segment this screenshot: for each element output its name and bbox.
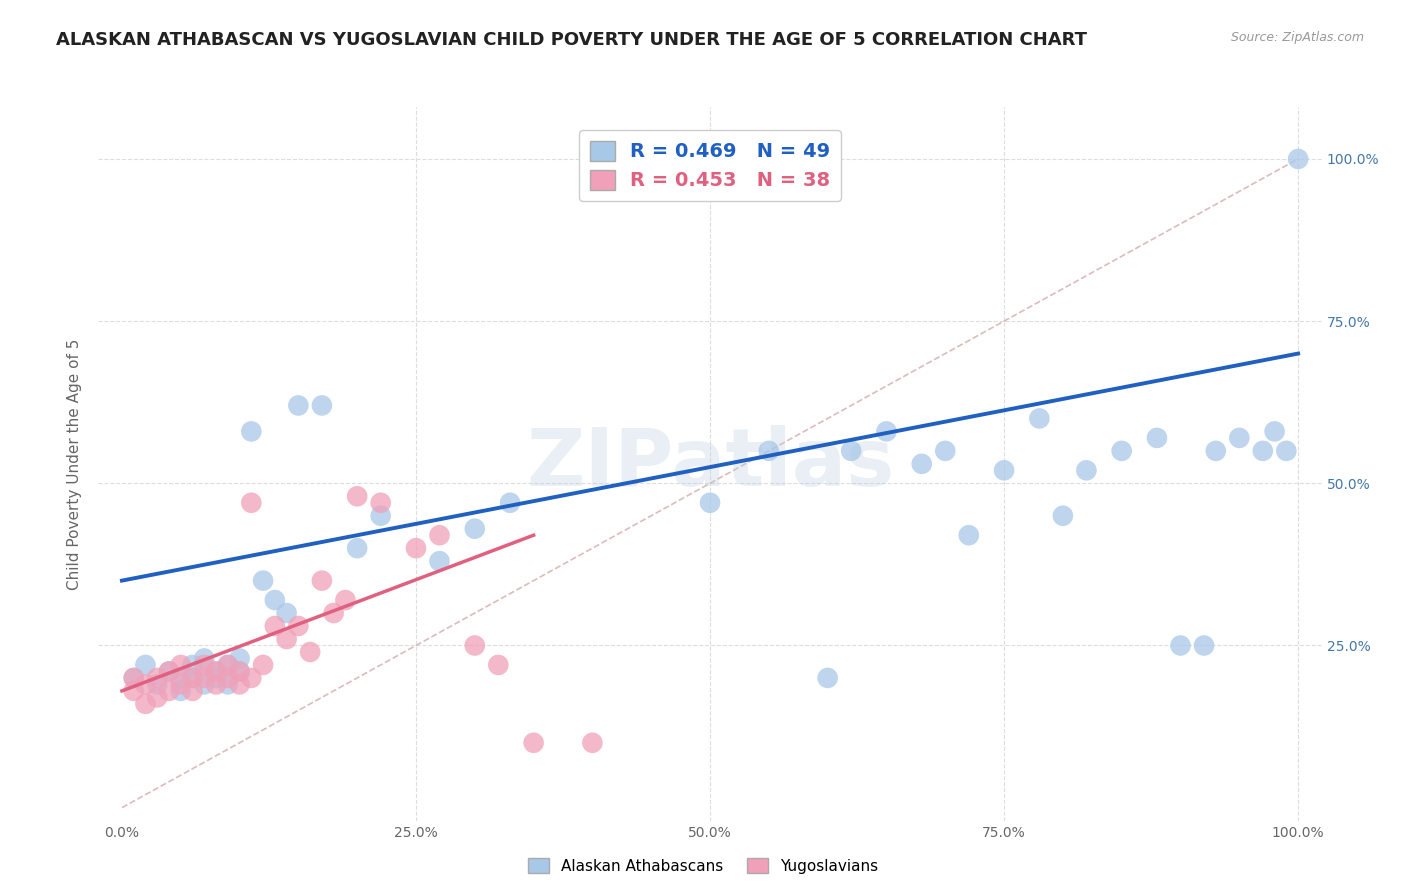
Point <box>170 677 193 691</box>
Legend: Alaskan Athabascans, Yugoslavians: Alaskan Athabascans, Yugoslavians <box>522 852 884 880</box>
Point <box>287 619 309 633</box>
Point <box>263 593 285 607</box>
Point <box>276 632 298 646</box>
Point <box>311 574 333 588</box>
Point <box>181 671 204 685</box>
Point <box>299 645 322 659</box>
Point <box>1264 425 1286 439</box>
Point <box>252 574 274 588</box>
Point <box>170 684 193 698</box>
Point <box>464 639 486 653</box>
Point <box>193 671 215 685</box>
Point <box>217 677 239 691</box>
Point <box>346 489 368 503</box>
Point <box>122 684 145 698</box>
Text: ALASKAN ATHABASCAN VS YUGOSLAVIAN CHILD POVERTY UNDER THE AGE OF 5 CORRELATION C: ALASKAN ATHABASCAN VS YUGOSLAVIAN CHILD … <box>56 31 1087 49</box>
Point <box>217 657 239 672</box>
Point <box>499 496 522 510</box>
Point <box>122 671 145 685</box>
Point <box>1192 639 1215 653</box>
Point <box>322 606 344 620</box>
Point <box>370 496 392 510</box>
Point <box>464 522 486 536</box>
Point <box>486 657 509 672</box>
Point <box>839 443 862 458</box>
Point <box>205 671 228 685</box>
Point <box>1286 152 1309 166</box>
Point <box>134 697 156 711</box>
Point <box>240 496 263 510</box>
Point <box>429 554 451 568</box>
Point <box>1028 411 1050 425</box>
Point <box>934 443 956 458</box>
Point <box>193 677 215 691</box>
Point <box>1052 508 1074 523</box>
Point <box>758 443 780 458</box>
Point <box>193 651 215 665</box>
Point <box>134 657 156 672</box>
Point <box>170 657 193 672</box>
Point <box>1111 443 1133 458</box>
Point <box>1076 463 1098 477</box>
Point <box>122 671 145 685</box>
Point <box>370 508 392 523</box>
Point <box>205 665 228 679</box>
Point <box>146 677 169 691</box>
Point <box>217 657 239 672</box>
Point <box>581 736 603 750</box>
Point <box>146 690 169 705</box>
Point <box>1227 431 1250 445</box>
Point <box>1251 443 1274 458</box>
Point <box>157 665 180 679</box>
Point <box>217 671 239 685</box>
Y-axis label: Child Poverty Under the Age of 5: Child Poverty Under the Age of 5 <box>67 338 83 590</box>
Point <box>1205 443 1227 458</box>
Point <box>205 677 228 691</box>
Point <box>335 593 357 607</box>
Point <box>699 496 721 510</box>
Point <box>228 677 250 691</box>
Point <box>311 399 333 413</box>
Point <box>228 651 250 665</box>
Point <box>405 541 427 556</box>
Point <box>429 528 451 542</box>
Point <box>228 665 250 679</box>
Point <box>134 677 156 691</box>
Point <box>181 671 204 685</box>
Point <box>193 657 215 672</box>
Point <box>1170 639 1192 653</box>
Point <box>205 665 228 679</box>
Point <box>817 671 839 685</box>
Point <box>957 528 980 542</box>
Point <box>263 619 285 633</box>
Point <box>1146 431 1168 445</box>
Point <box>993 463 1015 477</box>
Point <box>181 684 204 698</box>
Point <box>523 736 546 750</box>
Point <box>875 425 897 439</box>
Text: ZIPatlas: ZIPatlas <box>526 425 894 503</box>
Point <box>252 657 274 672</box>
Point <box>1275 443 1298 458</box>
Point <box>181 657 204 672</box>
Text: Source: ZipAtlas.com: Source: ZipAtlas.com <box>1230 31 1364 45</box>
Point <box>287 399 309 413</box>
Point <box>146 671 169 685</box>
Point <box>276 606 298 620</box>
Point <box>346 541 368 556</box>
Point <box>170 671 193 685</box>
Point <box>240 671 263 685</box>
Legend: R = 0.469   N = 49, R = 0.453   N = 38: R = 0.469 N = 49, R = 0.453 N = 38 <box>579 130 841 201</box>
Point <box>228 665 250 679</box>
Point <box>157 665 180 679</box>
Point <box>240 425 263 439</box>
Point <box>911 457 934 471</box>
Point <box>157 684 180 698</box>
